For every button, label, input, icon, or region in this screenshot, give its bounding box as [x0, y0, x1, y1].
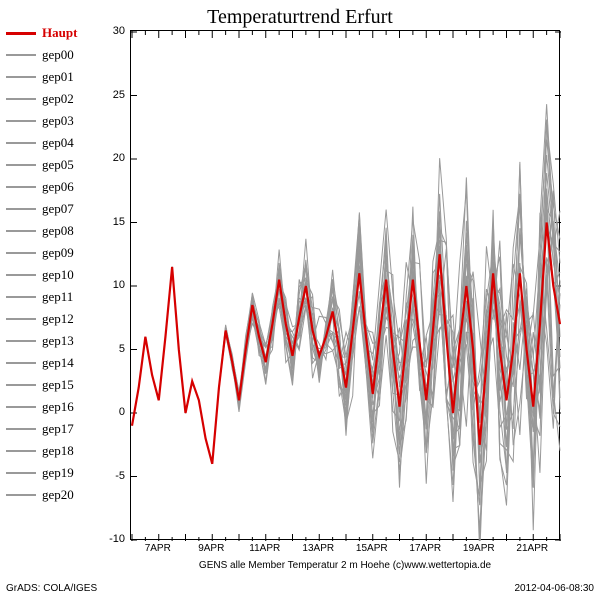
legend-label: gep20	[42, 487, 74, 503]
legend-swatch	[6, 296, 36, 298]
legend-swatch	[6, 362, 36, 364]
legend-row: gep14	[6, 352, 96, 374]
y-tick-label: 20	[113, 152, 125, 164]
x-tick-label: 19APR	[463, 543, 495, 554]
footer-right: 2012-04-06-08:30	[514, 583, 594, 594]
legend-row: gep10	[6, 264, 96, 286]
plot-area	[130, 30, 560, 540]
legend-swatch	[6, 340, 36, 342]
legend-row: gep18	[6, 440, 96, 462]
y-tick-label: 5	[119, 343, 125, 355]
legend-label: gep18	[42, 443, 74, 459]
legend-row: gep00	[6, 44, 96, 66]
legend-row: gep11	[6, 286, 96, 308]
x-tick-label: 9APR	[198, 543, 224, 554]
x-tick-label: 7APR	[145, 543, 171, 554]
legend-label: gep19	[42, 465, 74, 481]
legend-swatch	[6, 428, 36, 430]
chart-container: Temperaturtrend Erfurt Hauptgep00gep01ge…	[0, 0, 600, 600]
legend-row: gep13	[6, 330, 96, 352]
x-tick-label: 15APR	[356, 543, 388, 554]
legend-row: Haupt	[6, 22, 96, 44]
legend-swatch	[6, 186, 36, 188]
legend-swatch	[6, 274, 36, 276]
legend-row: gep15	[6, 374, 96, 396]
legend-swatch	[6, 120, 36, 122]
legend-swatch	[6, 384, 36, 386]
legend-label: gep14	[42, 355, 74, 371]
legend-row: gep19	[6, 462, 96, 484]
legend-label: gep10	[42, 267, 74, 283]
legend-row: gep17	[6, 418, 96, 440]
y-tick-label: 30	[113, 25, 125, 37]
legend-label: gep05	[42, 157, 74, 173]
legend-label: gep04	[42, 135, 74, 151]
legend-row: gep06	[6, 176, 96, 198]
ensemble-line	[132, 191, 560, 505]
footer-caption: GENS alle Member Temperatur 2 m Hoehe (c…	[130, 560, 560, 571]
legend-label: gep00	[42, 47, 74, 63]
legend-swatch	[6, 494, 36, 496]
legend-swatch	[6, 76, 36, 78]
y-tick-label: 10	[113, 279, 125, 291]
legend-swatch	[6, 252, 36, 254]
legend-swatch	[6, 318, 36, 320]
legend-swatch	[6, 54, 36, 56]
footer-left: GrADS: COLA/IGES	[6, 583, 97, 594]
legend-label: gep09	[42, 245, 74, 261]
y-tick-label: 25	[113, 89, 125, 101]
legend-label: gep11	[42, 289, 73, 305]
legend-swatch	[6, 164, 36, 166]
y-tick-label: 15	[113, 216, 125, 228]
legend-label: gep07	[42, 201, 74, 217]
legend-label: gep12	[42, 311, 74, 327]
x-tick-label: 13APR	[302, 543, 334, 554]
legend-row: gep07	[6, 198, 96, 220]
legend-row: gep02	[6, 88, 96, 110]
legend-label: gep01	[42, 69, 74, 85]
y-tick-label: -10	[109, 533, 125, 545]
legend-swatch	[6, 406, 36, 408]
legend-label: gep15	[42, 377, 74, 393]
legend-row: gep12	[6, 308, 96, 330]
legend-label: gep02	[42, 91, 74, 107]
legend-swatch	[6, 472, 36, 474]
legend-label: gep17	[42, 421, 74, 437]
legend-label: gep03	[42, 113, 74, 129]
x-tick-label: 17APR	[409, 543, 441, 554]
legend-row: gep05	[6, 154, 96, 176]
legend: Haupt gep00 gep01 gep02 gep03 gep04 gep05 gep06…	[6, 22, 96, 506]
legend-label: gep13	[42, 333, 74, 349]
legend-row: gep01	[6, 66, 96, 88]
legend-row: gep08	[6, 220, 96, 242]
y-tick-label: 0	[119, 406, 125, 418]
legend-label: gep06	[42, 179, 74, 195]
legend-swatch	[6, 450, 36, 452]
legend-row: gep09	[6, 242, 96, 264]
legend-swatch	[6, 98, 36, 100]
legend-label: gep08	[42, 223, 74, 239]
y-tick-label: -5	[115, 470, 125, 482]
legend-row: gep03	[6, 110, 96, 132]
legend-row: gep16	[6, 396, 96, 418]
plot-svg	[131, 31, 561, 541]
x-tick-label: 21APR	[516, 543, 548, 554]
legend-swatch	[6, 230, 36, 232]
legend-label: gep16	[42, 399, 74, 415]
legend-label: Haupt	[42, 25, 77, 41]
legend-swatch	[6, 32, 36, 35]
legend-swatch	[6, 208, 36, 210]
legend-swatch	[6, 142, 36, 144]
legend-row: gep04	[6, 132, 96, 154]
x-tick-label: 11APR	[249, 543, 280, 554]
legend-row: gep20	[6, 484, 96, 506]
